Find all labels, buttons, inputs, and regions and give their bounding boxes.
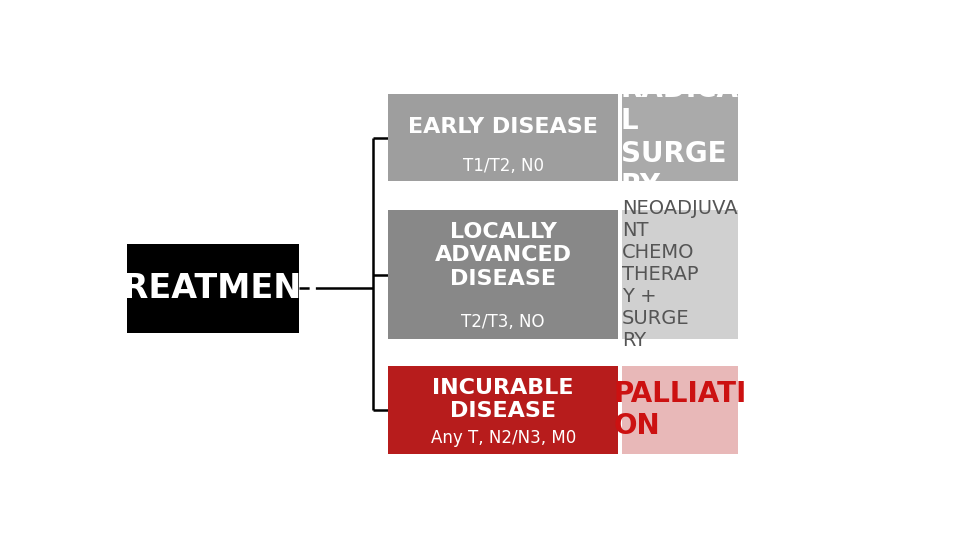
FancyBboxPatch shape [622,210,737,339]
FancyBboxPatch shape [128,244,299,333]
Text: RADICA
L
SURGE
RY: RADICA L SURGE RY [621,75,739,200]
Text: PALLIATI
ON: PALLIATI ON [613,380,747,440]
Text: NEOADJUVA
NT
CHEMO
THERAP
Y +
SURGE
RY: NEOADJUVA NT CHEMO THERAP Y + SURGE RY [622,199,737,350]
FancyBboxPatch shape [388,94,618,181]
Text: T1/T2, N0: T1/T2, N0 [463,157,543,174]
Text: TREATMENT: TREATMENT [101,272,325,305]
Text: T2/T3, NO: T2/T3, NO [462,314,545,332]
Text: Any T, N2/N3, M0: Any T, N2/N3, M0 [430,429,576,447]
Text: EARLY DISEASE: EARLY DISEASE [408,117,598,137]
FancyBboxPatch shape [622,94,737,181]
Text: LOCALLY
ADVANCED
DISEASE: LOCALLY ADVANCED DISEASE [435,222,571,289]
FancyBboxPatch shape [388,366,618,454]
FancyBboxPatch shape [388,210,618,339]
Text: INCURABLE
DISEASE: INCURABLE DISEASE [432,378,574,421]
FancyBboxPatch shape [622,366,737,454]
